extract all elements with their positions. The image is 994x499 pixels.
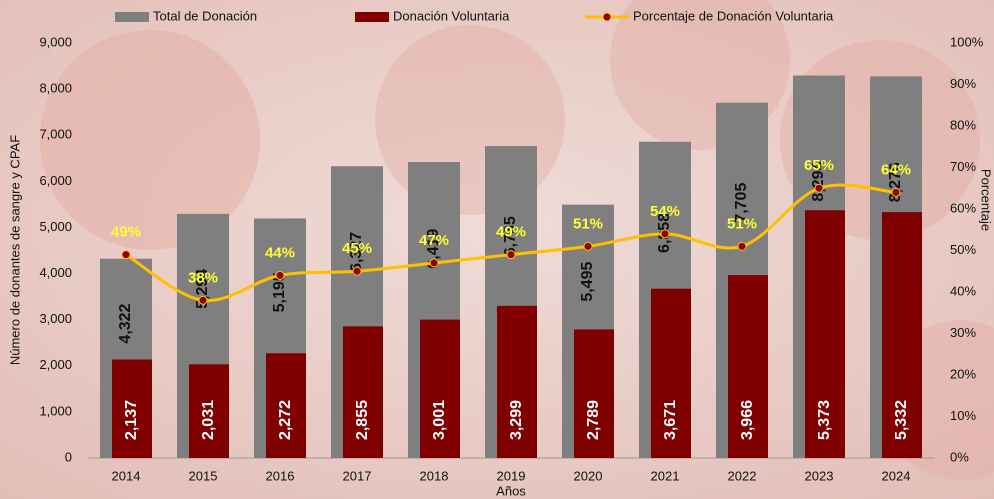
value-label: 2,855 xyxy=(354,400,371,440)
y2-tick-label: 60% xyxy=(950,200,976,215)
y2-tick-label: 50% xyxy=(950,242,976,257)
value-label: 2,272 xyxy=(277,400,294,440)
y-tick-label: 5,000 xyxy=(39,219,72,234)
legend-label: Donación Voluntaria xyxy=(393,8,510,23)
line-marker xyxy=(199,296,207,304)
y2-tick-label: 10% xyxy=(950,408,976,423)
x-tick-label: 2024 xyxy=(882,468,911,483)
x-tick-label: 2016 xyxy=(266,468,295,483)
legend-swatch xyxy=(115,12,149,22)
x-tick-label: 2019 xyxy=(497,468,526,483)
x-tick-label: 2020 xyxy=(574,468,603,483)
value-label: 38% xyxy=(188,269,218,286)
value-label: 5,332 xyxy=(893,400,910,440)
y-tick-label: 7,000 xyxy=(39,127,72,142)
value-label: 4,322 xyxy=(117,303,134,343)
x-tick-label: 2017 xyxy=(343,468,372,483)
y-tick-label: 2,000 xyxy=(39,357,72,372)
y2-tick-label: 100% xyxy=(950,34,984,49)
value-label: 2,137 xyxy=(123,400,140,440)
y-tick-label: 1,000 xyxy=(39,403,72,418)
value-label: 47% xyxy=(419,232,449,249)
value-label: 3,299 xyxy=(508,400,525,440)
value-label: 3,966 xyxy=(739,400,756,440)
y2-tick-label: 90% xyxy=(950,76,976,91)
value-label: 3,001 xyxy=(431,400,448,440)
value-label: 54% xyxy=(650,203,680,220)
y2-tick-label: 0% xyxy=(950,449,969,464)
line-marker xyxy=(122,251,130,259)
y-axis-title: Número de donantes de sangre y CPAF xyxy=(7,135,22,365)
value-label: 51% xyxy=(727,215,757,232)
line-marker xyxy=(430,259,438,267)
x-tick-label: 2021 xyxy=(651,468,680,483)
value-label: 5,495 xyxy=(579,262,596,302)
value-label: 5,373 xyxy=(816,400,833,440)
y-tick-label: 8,000 xyxy=(39,81,72,96)
page: {"chart_data": { "type": "bar", "categor… xyxy=(0,0,994,499)
value-label: 65% xyxy=(804,157,834,174)
x-tick-label: 2015 xyxy=(189,468,218,483)
value-label: 2,789 xyxy=(585,400,602,440)
chart: Número de donantes de sangre y CPAF Porc… xyxy=(0,0,994,499)
y2-tick-label: 20% xyxy=(950,366,976,381)
y2-axis-title: Porcentaje xyxy=(979,169,994,231)
y-tick-label: 0 xyxy=(65,449,72,464)
y-tick-label: 9,000 xyxy=(39,34,72,49)
value-label: 51% xyxy=(573,215,603,232)
y-tick-label: 3,000 xyxy=(39,311,72,326)
value-label: 2,031 xyxy=(200,400,217,440)
line-marker xyxy=(738,242,746,250)
legend-label: Total de Donación xyxy=(153,8,257,23)
y2-tick-label: 30% xyxy=(950,325,976,340)
x-tick-label: 2018 xyxy=(420,468,449,483)
value-label: 44% xyxy=(265,244,295,261)
y-tick-label: 4,000 xyxy=(39,265,72,280)
value-label: 45% xyxy=(342,240,372,257)
legend-swatch xyxy=(355,12,389,22)
y-tick-label: 6,000 xyxy=(39,173,72,188)
y2-tick-label: 40% xyxy=(950,283,976,298)
x-tick-label: 2014 xyxy=(112,468,141,483)
value-label: 49% xyxy=(496,224,526,241)
line-marker xyxy=(815,184,823,192)
line-marker xyxy=(584,242,592,250)
line-marker xyxy=(276,271,284,279)
line-marker xyxy=(661,230,669,238)
y2-tick-label: 70% xyxy=(950,159,976,174)
legend-label: Porcentaje de Donación Voluntaria xyxy=(633,8,834,23)
legend-swatch xyxy=(603,13,611,21)
line-marker xyxy=(507,251,515,259)
value-label: 64% xyxy=(881,161,911,178)
value-label: 49% xyxy=(111,224,141,241)
x-axis-title: Años xyxy=(496,483,526,498)
value-label: 3,671 xyxy=(662,400,679,440)
x-tick-label: 2022 xyxy=(728,468,757,483)
line-marker xyxy=(892,188,900,196)
line-marker xyxy=(353,267,361,275)
y2-tick-label: 80% xyxy=(950,117,976,132)
x-tick-label: 2023 xyxy=(805,468,834,483)
